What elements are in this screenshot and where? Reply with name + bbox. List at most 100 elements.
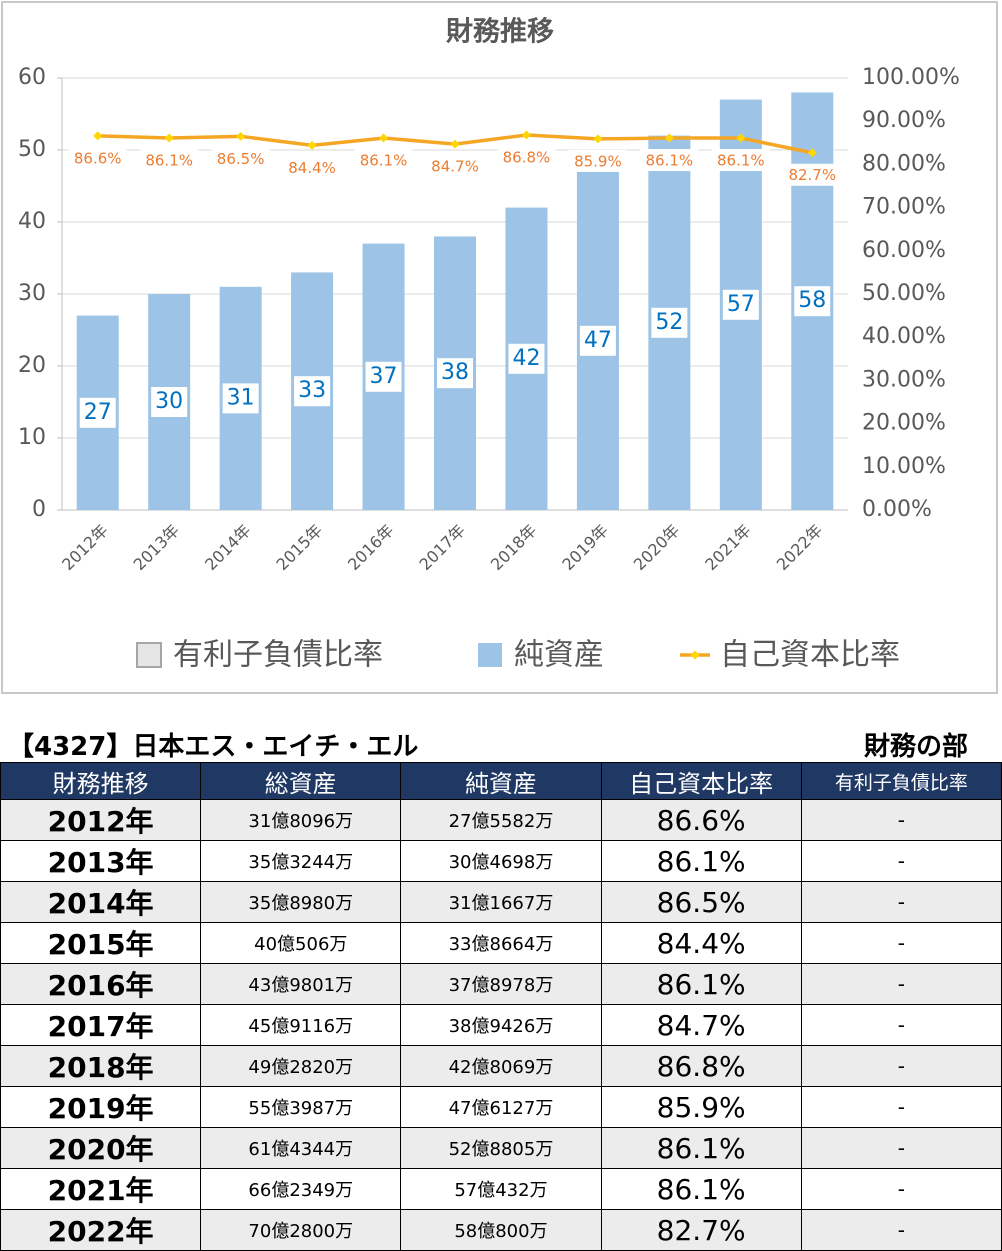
table-cell: 70億2800万 xyxy=(200,1209,402,1251)
data-label: 31 xyxy=(227,385,255,410)
data-label: 84.7% xyxy=(431,158,479,176)
data-label-bg xyxy=(151,387,188,417)
data-label: 27 xyxy=(84,400,112,425)
table-cell: 2012年 xyxy=(0,799,202,841)
data-label: 38 xyxy=(441,360,469,385)
y2-tick-label: 50.00% xyxy=(862,281,946,306)
table-cell: 43億9801万 xyxy=(200,963,402,1005)
data-label-bg xyxy=(211,147,270,170)
table: 財務推移 総資産 純資産 自己資本比率 有利子負債比率 2012年 31億8096万 27億5… xyxy=(0,762,1002,1251)
data-label-bg xyxy=(579,325,616,356)
header-row: 財務推移 総資産 純資産 自己資本比率 有利子負債比率 xyxy=(0,762,1002,800)
table-row: 2012年 31億8096万 27億5582万 86.6% - xyxy=(0,799,1002,841)
line-marker xyxy=(450,139,460,149)
data-label: 58 xyxy=(798,288,826,313)
line-marker xyxy=(736,133,746,143)
data-label: 84.4% xyxy=(288,159,336,177)
table-cell: 86.1% xyxy=(600,840,802,882)
table-cell: 37億8978万 xyxy=(400,963,602,1005)
y-tick-label: 0 xyxy=(32,497,46,522)
table-cell: 57億432万 xyxy=(400,1168,602,1210)
legend-marker xyxy=(690,650,700,660)
table-cell: 55億3987万 xyxy=(200,1086,402,1128)
table-cell: 45億9116万 xyxy=(200,1004,402,1046)
table-cell: - xyxy=(800,1045,1002,1087)
table-cell: 35億3244万 xyxy=(200,840,402,882)
table-row: 2018年 49億2820万 42億8069万 86.8% - xyxy=(0,1045,1002,1087)
table-cell: 40億506万 xyxy=(200,922,402,964)
y2-tick-label: 0.00% xyxy=(862,497,932,522)
line-marker xyxy=(236,131,246,141)
table-cell: - xyxy=(800,1086,1002,1128)
table-cell: 2013年 xyxy=(0,840,202,882)
table-cell: 30億4698万 xyxy=(400,840,602,882)
table-cell: 2022年 xyxy=(0,1209,202,1251)
table-cell: 84.4% xyxy=(600,922,802,964)
data-label-bg xyxy=(426,155,484,178)
line-marker xyxy=(307,140,317,150)
data-label-bg xyxy=(283,156,342,179)
table-row: 2016年 43億9801万 37億8978万 86.1% - xyxy=(0,963,1002,1005)
data-label: 82.7% xyxy=(788,166,836,184)
legend-swatch xyxy=(478,643,502,667)
table-cell: 85.9% xyxy=(600,1086,802,1128)
table-cell: 2014年 xyxy=(0,881,202,923)
legend-label: 純資産 xyxy=(514,638,604,673)
table-cell: 35億8980万 xyxy=(200,881,402,923)
data-label-bg xyxy=(783,163,842,186)
table-cell: 2017年 xyxy=(0,1004,202,1046)
data-label-bg xyxy=(294,376,331,407)
data-label: 86.5% xyxy=(217,150,265,168)
line-marker xyxy=(593,134,603,144)
table-cell: 31億8096万 xyxy=(200,799,402,841)
y2-tick-label: 40.00% xyxy=(862,324,946,349)
y2-tick-label: 70.00% xyxy=(862,195,946,220)
table-cell: - xyxy=(800,840,1002,882)
table-cell: - xyxy=(800,881,1002,923)
table-cell: - xyxy=(800,799,1002,841)
table-cell: 2019年 xyxy=(0,1086,202,1128)
table-cell: - xyxy=(800,922,1002,964)
header-cell: 純資産 xyxy=(400,762,602,800)
table-row: 2017年 45億9116万 38億9426万 84.7% - xyxy=(0,1004,1002,1046)
table-cell: 84.7% xyxy=(600,1004,802,1046)
y-tick-label: 60 xyxy=(18,65,46,90)
y2-tick-label: 90.00% xyxy=(862,108,946,133)
line-marker xyxy=(521,130,531,140)
data-label: 52 xyxy=(655,310,683,335)
y2-tick-label: 60.00% xyxy=(862,238,946,263)
table-subtitle: 財務の部 xyxy=(863,732,968,762)
table-cell: 2020年 xyxy=(0,1127,202,1169)
table-cell: - xyxy=(800,1004,1002,1046)
table-cell: 47億6127万 xyxy=(400,1086,602,1128)
line-marker xyxy=(379,133,389,143)
data-label-bg xyxy=(365,361,402,392)
data-label: 42 xyxy=(512,346,540,371)
legend-swatch xyxy=(136,642,162,668)
table-row: 2021年 66億2349万 57億432万 86.1% - xyxy=(0,1168,1002,1210)
data-label: 86.1% xyxy=(145,152,193,170)
table-row: 2013年 35億3244万 30億4698万 86.1% - xyxy=(0,840,1002,882)
header-cell: 財務推移 xyxy=(0,762,202,800)
data-label: 37 xyxy=(370,364,398,389)
table-cell: 42億8069万 xyxy=(400,1045,602,1087)
y2-tick-label: 20.00% xyxy=(862,411,946,436)
y-tick-label: 10 xyxy=(18,425,46,450)
table-cell: 31億1667万 xyxy=(400,881,602,923)
y2-tick-label: 30.00% xyxy=(862,367,946,392)
legend-label: 自己資本比率 xyxy=(720,638,900,673)
data-label-bg xyxy=(651,307,688,338)
line-marker xyxy=(164,133,174,143)
y2-tick-label: 80.00% xyxy=(862,151,946,176)
line-marker xyxy=(807,148,817,158)
header-cell: 有利子負債比率 xyxy=(800,762,1002,800)
table-cell: 86.6% xyxy=(600,799,802,841)
data-label: 86.6% xyxy=(74,149,122,167)
chart-title: 財務推移 xyxy=(446,17,554,48)
y-tick-label: 40 xyxy=(18,209,46,234)
table-row: 2020年 61億4344万 52億8805万 86.1% - xyxy=(0,1127,1002,1169)
data-label-bg xyxy=(497,146,556,169)
legend-label: 有利子負債比率 xyxy=(173,638,383,673)
table-cell: 2016年 xyxy=(0,963,202,1005)
